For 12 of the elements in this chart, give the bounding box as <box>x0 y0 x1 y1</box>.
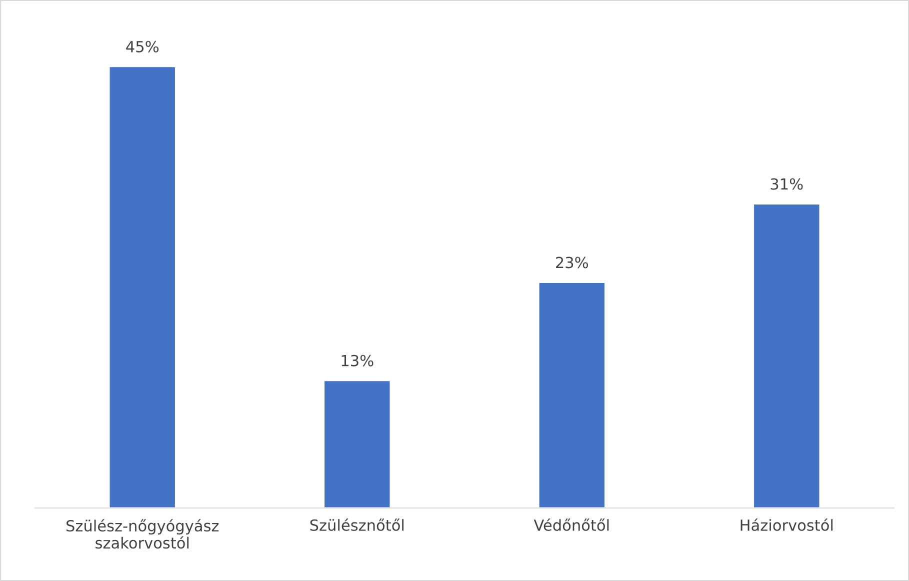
x-tick-label: Védőnőtől <box>534 518 609 531</box>
x-tick-label: Szülésznőtől <box>310 518 404 531</box>
bar <box>108 66 176 508</box>
bar <box>323 380 392 508</box>
data-label: 45% <box>126 40 159 52</box>
data-label: 13% <box>342 354 374 366</box>
x-tick-label: Háziorvostól <box>740 518 833 531</box>
x-tick-label: Szülész-nőgyógyász szakorvostól <box>66 519 219 549</box>
bar <box>752 203 821 508</box>
data-label: 31% <box>770 178 803 190</box>
data-label: 23% <box>556 256 588 268</box>
bar <box>538 282 606 508</box>
